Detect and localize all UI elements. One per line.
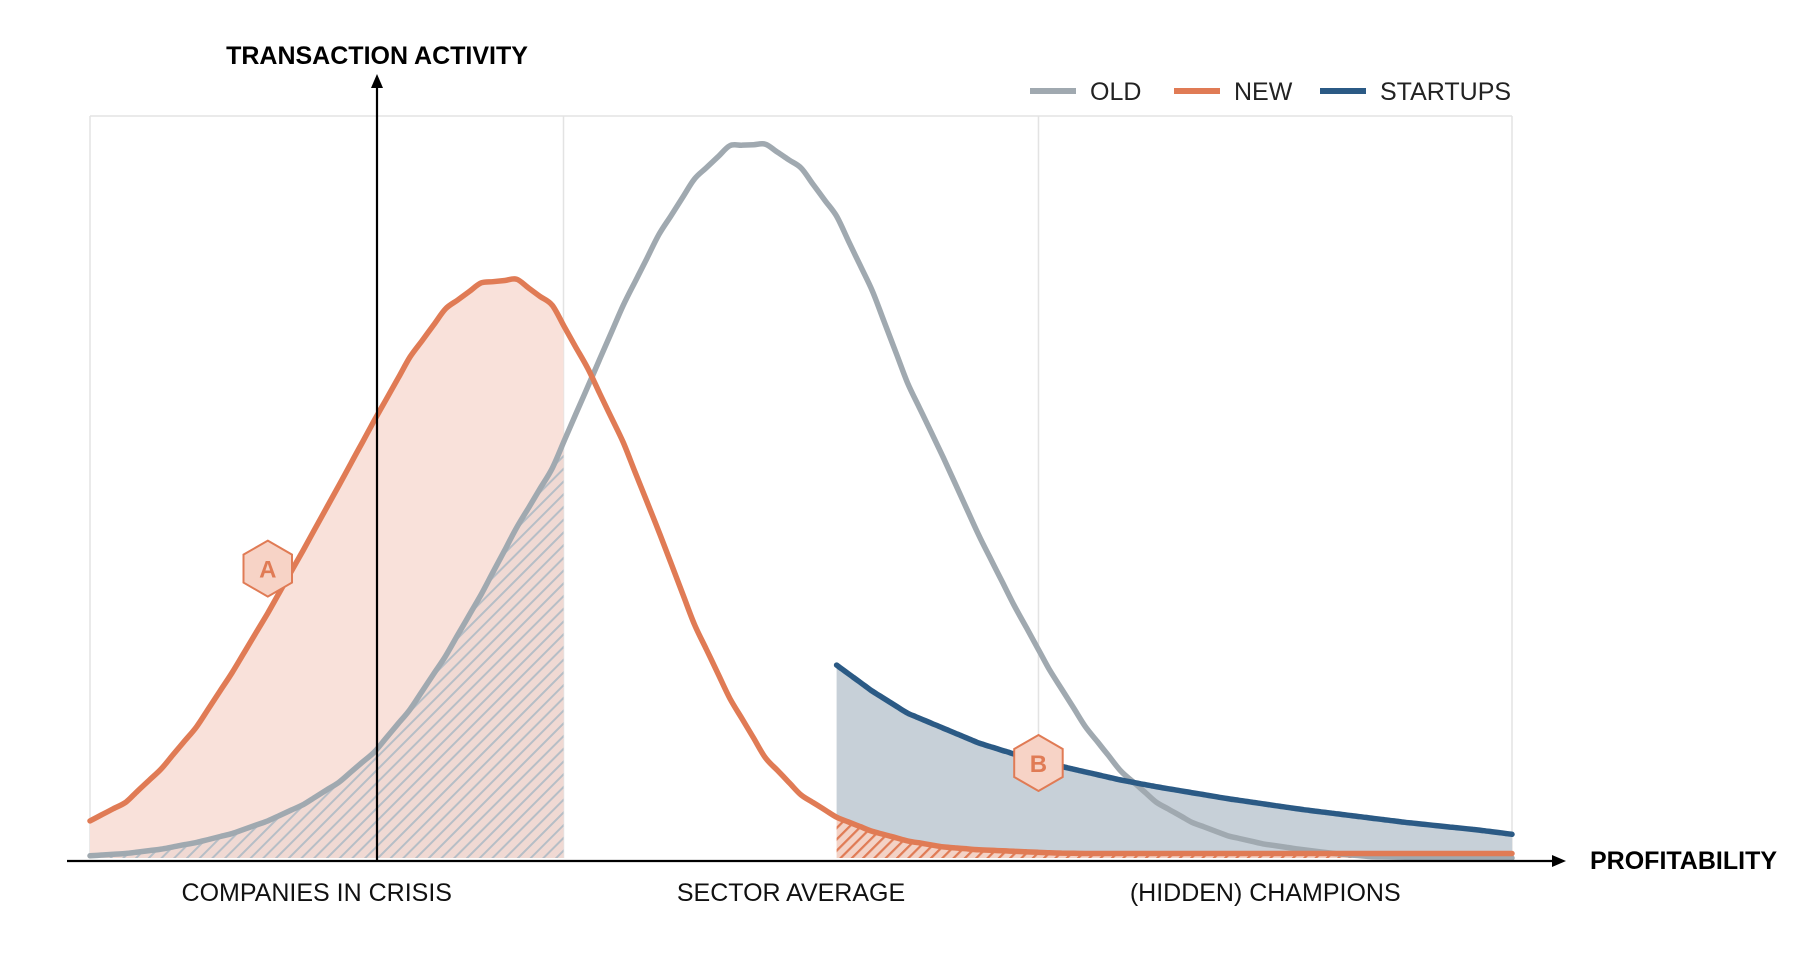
annotation-label: B: [1030, 751, 1047, 778]
series-line-new: [87, 276, 1515, 857]
series-line-startups: [833, 662, 1515, 838]
x-axis-arrowhead: [1552, 855, 1566, 867]
legend-item-new: NEW: [1174, 78, 1293, 106]
legend-label: OLD: [1090, 78, 1141, 106]
series-line-old: [87, 140, 1515, 861]
y-axis-title: TRANSACTION ACTIVITY: [226, 42, 528, 70]
x-tick-label-1: COMPANIES IN CRISIS: [182, 879, 452, 907]
y-axis-arrowhead: [371, 74, 383, 88]
annotation-hexagon: [242, 539, 293, 598]
x-tick-label-3: (HIDDEN) CHAMPIONS: [1130, 879, 1401, 907]
legend-label: STARTUPS: [1380, 78, 1511, 106]
annotation-marker-b: B: [1013, 733, 1064, 793]
legend-item-old: OLD: [1030, 78, 1141, 106]
legend: OLD NEW STARTUPS: [1030, 78, 1511, 106]
area-fills: [90, 279, 1512, 858]
x-tick-labels: COMPANIES IN CRISIS SECTOR AVERAGE (HIDDEN…: [182, 879, 1401, 907]
annotation-marker-a: A: [242, 539, 293, 598]
axes: [67, 74, 1566, 867]
grid: [89, 115, 1513, 858]
region-b-fill: [836, 665, 1512, 854]
x-tick-label-2: SECTOR AVERAGE: [677, 879, 905, 907]
annotation-label: A: [259, 557, 276, 584]
x-axis-title: PROFITABILITY: [1590, 847, 1777, 875]
legend-item-startups: STARTUPS: [1320, 78, 1511, 106]
annotation-hexagon: [1013, 733, 1064, 793]
region-a-hatch: [90, 442, 564, 858]
annotations: AB: [242, 539, 1064, 793]
series-lines: [87, 140, 1515, 861]
legend-label: NEW: [1234, 78, 1293, 106]
